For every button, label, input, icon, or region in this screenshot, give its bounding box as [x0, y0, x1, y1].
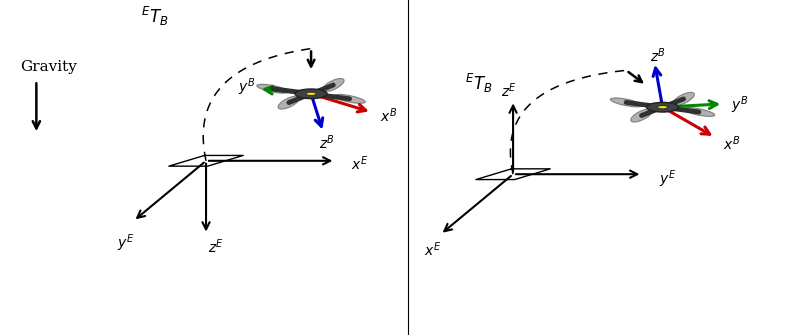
Text: ${}^E T_B$: ${}^E T_B$ — [465, 72, 492, 95]
Ellipse shape — [295, 89, 327, 98]
Text: $y^E$: $y^E$ — [117, 232, 134, 254]
Ellipse shape — [610, 98, 642, 107]
Ellipse shape — [334, 94, 365, 104]
Text: $x^B$: $x^B$ — [380, 106, 397, 125]
Ellipse shape — [278, 96, 300, 109]
Text: ${}^E T_B$: ${}^E T_B$ — [141, 5, 169, 28]
Text: $z^B$: $z^B$ — [319, 133, 335, 152]
Text: $y^E$: $y^E$ — [659, 169, 675, 190]
Ellipse shape — [683, 108, 715, 117]
Ellipse shape — [322, 78, 344, 91]
Text: $x^E$: $x^E$ — [351, 155, 368, 174]
Text: $y^B$: $y^B$ — [731, 95, 748, 116]
Ellipse shape — [673, 92, 694, 106]
Ellipse shape — [646, 103, 679, 112]
Text: Gravity: Gravity — [20, 60, 77, 74]
Ellipse shape — [658, 106, 667, 109]
Ellipse shape — [631, 109, 652, 122]
Text: $y^B$: $y^B$ — [238, 76, 255, 98]
Text: $z^E$: $z^E$ — [208, 237, 225, 256]
Text: $z^B$: $z^B$ — [650, 46, 667, 65]
Ellipse shape — [305, 92, 317, 95]
Text: $z^E$: $z^E$ — [501, 81, 517, 100]
Text: $x^B$: $x^B$ — [723, 135, 740, 153]
Ellipse shape — [257, 84, 288, 93]
Text: $x^E$: $x^E$ — [424, 240, 441, 259]
